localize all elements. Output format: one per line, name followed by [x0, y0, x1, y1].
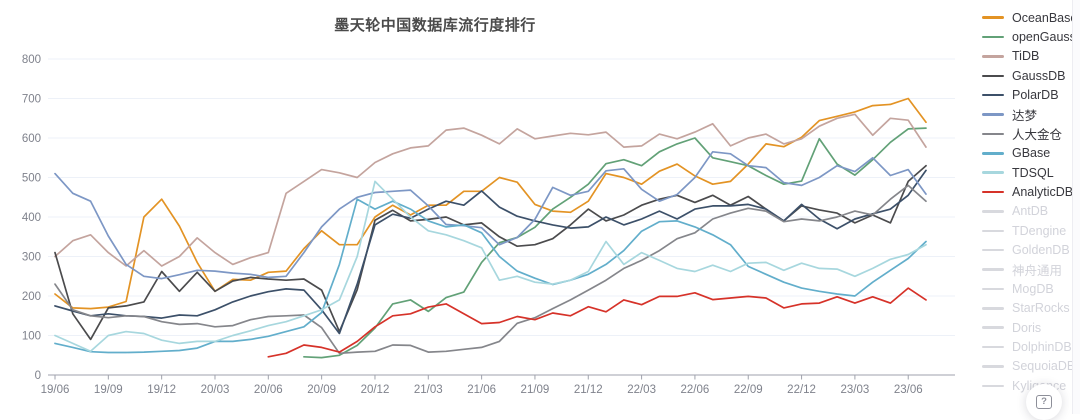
legend-label: openGauss [1012, 30, 1076, 45]
x-axis-label: 23/03 [841, 384, 870, 396]
chart-title: 墨天轮中国数据库流行度排行 [334, 17, 536, 34]
legend-item-PolarDB[interactable]: PolarDB [982, 86, 1077, 105]
y-axis-label: 600 [22, 133, 41, 145]
help-button[interactable]: ? [1026, 384, 1062, 420]
legend-swatch [982, 210, 1004, 213]
legend-label: GBase [1012, 146, 1051, 161]
legend-label: DolphinDB [1012, 340, 1072, 355]
legend-swatch [982, 16, 1004, 19]
x-axis-label: 19/09 [94, 384, 123, 396]
y-axis-label: 500 [22, 173, 41, 185]
legend-label: GoldenDB [1012, 243, 1070, 258]
x-axis-label: 20/03 [201, 384, 230, 396]
legend-label: 人大金仓 [1012, 128, 1063, 143]
legend-item-StarRocks[interactable]: StarRocks [982, 299, 1077, 318]
legend-label: MogDB [1012, 281, 1054, 296]
legend-label: AnalyticDB [1012, 185, 1074, 200]
legend-swatch [982, 268, 1004, 271]
legend-label: Doris [1012, 320, 1042, 335]
legend-swatch [982, 74, 1004, 78]
legend-label: AntDB [1012, 204, 1049, 219]
series-line-OceanBase [54, 97, 927, 310]
x-axis-label: 23/06 [894, 384, 923, 396]
legend-label: 神舟通用 [1012, 264, 1063, 279]
x-axis-label: 19/06 [41, 384, 70, 396]
series-line-PolarDB [54, 169, 927, 335]
legend-label: SequoiaDB [1012, 359, 1076, 374]
legend-swatch [982, 113, 1004, 116]
series-line-TiDB [54, 113, 927, 267]
legend-item-TDengine[interactable]: TDengine [982, 221, 1077, 240]
legend-label: TDengine [1012, 223, 1067, 238]
legend-swatch [982, 326, 1004, 329]
legend-item-Doris[interactable]: Doris [982, 318, 1077, 337]
legend-swatch [982, 248, 1004, 252]
legend-item-TiDB[interactable]: TiDB [982, 47, 1077, 66]
legend-swatch [982, 93, 1004, 97]
y-axis-label: 200 [22, 291, 41, 303]
x-axis-label: 20/06 [254, 384, 283, 396]
legend-item-DolphinDB[interactable]: DolphinDB [982, 337, 1077, 356]
x-axis-label: 22/12 [787, 384, 816, 396]
legend-item-MogDB[interactable]: MogDB [982, 279, 1077, 298]
series-line-人大金仓 [54, 184, 927, 355]
x-axis-label: 22/09 [734, 384, 763, 396]
legend-label: 达梦 [1012, 109, 1038, 124]
legend-item-AnalyticDB[interactable]: AnalyticDB [982, 182, 1077, 201]
y-axis-label: 0 [35, 370, 41, 382]
legend-swatch [982, 229, 1004, 233]
legend-swatch [982, 171, 1004, 174]
x-axis-label: 21/06 [467, 384, 496, 396]
right-edge-divider [1072, 0, 1080, 414]
legend-swatch [982, 365, 1004, 368]
legend-item-openGauss[interactable]: openGauss [982, 27, 1077, 46]
series-line-openGauss [303, 127, 927, 359]
legend-swatch [982, 190, 1004, 194]
legend-swatch [982, 384, 1004, 388]
legend-label: PolarDB [1012, 88, 1059, 103]
x-axis-label: 19/12 [147, 384, 176, 396]
question-icon: ? [1036, 395, 1052, 409]
y-axis-label: 400 [22, 212, 41, 224]
y-axis-label: 100 [22, 331, 41, 343]
legend-swatch [982, 35, 1004, 39]
legend-item-GaussDB[interactable]: GaussDB [982, 66, 1077, 85]
x-axis-label: 22/03 [627, 384, 656, 396]
series-line-达梦 [54, 150, 927, 280]
y-axis-label: 300 [22, 252, 41, 264]
legend-swatch [982, 152, 1004, 155]
y-axis-label: 700 [22, 94, 41, 106]
x-axis-label: 20/12 [361, 384, 390, 396]
x-axis-label: 22/06 [681, 384, 710, 396]
y-axis-label: 800 [22, 54, 41, 66]
legend-swatch [982, 287, 1004, 291]
legend-label: StarRocks [1012, 301, 1070, 316]
legend-swatch [982, 307, 1004, 310]
legend-label: TiDB [1012, 49, 1040, 64]
series-line-TDSQL [54, 180, 927, 353]
x-axis-label: 20/09 [307, 384, 336, 396]
legend-item-OceanBase[interactable]: OceanBase [982, 8, 1077, 27]
legend-item-神舟通用[interactable]: 神舟通用 [982, 260, 1077, 279]
legend-label: TDSQL [1012, 165, 1054, 180]
legend-item-SequoiaDB[interactable]: SequoiaDB [982, 357, 1077, 376]
chart-legend: OceanBase openGauss TiDB GaussDB PolarDB 达梦人大… [982, 8, 1077, 396]
x-axis-label: 21/03 [414, 384, 443, 396]
legend-item-GoldenDB[interactable]: GoldenDB [982, 241, 1077, 260]
legend-item-人大金仓[interactable]: 人大金仓 [982, 124, 1077, 143]
legend-label: OceanBase [1012, 10, 1078, 25]
x-axis-label: 21/12 [574, 384, 603, 396]
legend-item-AntDB[interactable]: AntDB [982, 202, 1077, 221]
legend-swatch [982, 345, 1004, 349]
legend-item-TDSQL[interactable]: TDSQL [982, 163, 1077, 182]
legend-swatch [982, 132, 1004, 136]
series-line-AnalyticDB [267, 287, 927, 358]
chart-canvas: 0 100 200 300 400 500 600 700 800 19/06 19/09 19/12… [22, 54, 955, 396]
legend-item-GBase[interactable]: GBase [982, 144, 1077, 163]
legend-label: GaussDB [1012, 68, 1066, 83]
legend-swatch [982, 55, 1004, 58]
series-line-GBase [54, 198, 927, 354]
x-axis-label: 21/09 [521, 384, 550, 396]
legend-item-达梦[interactable]: 达梦 [982, 105, 1077, 124]
